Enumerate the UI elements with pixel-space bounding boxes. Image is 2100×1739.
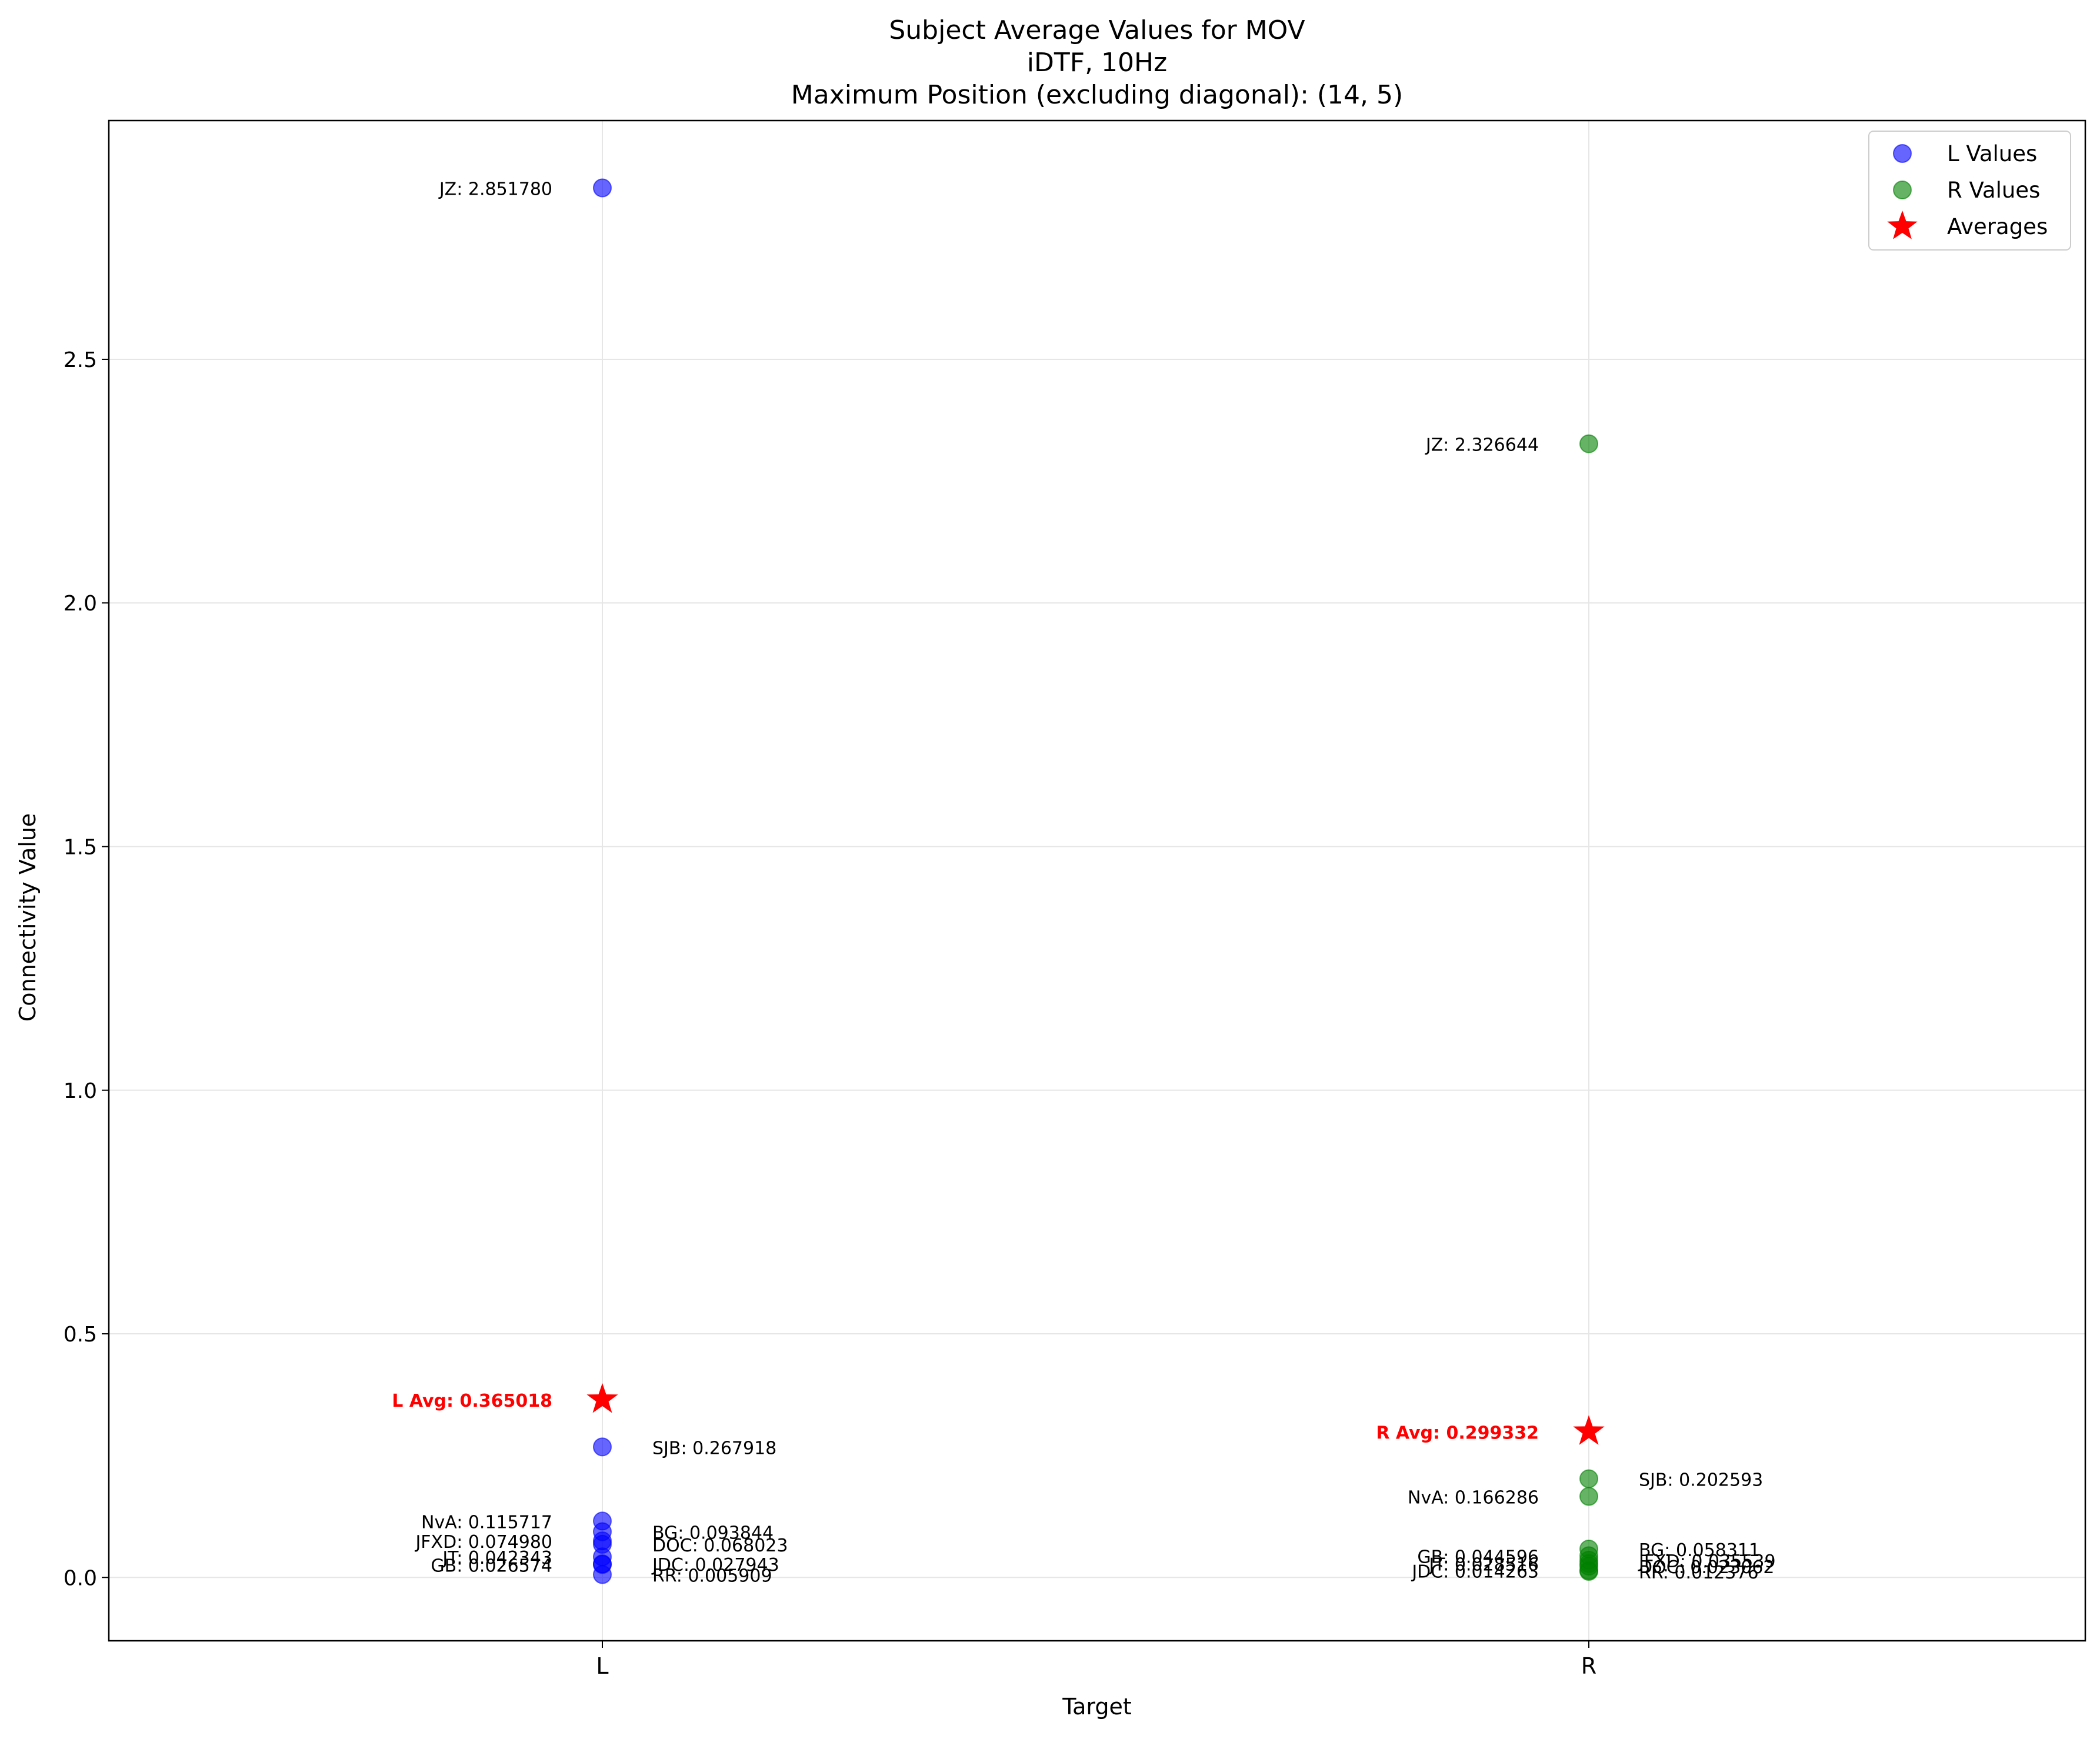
y-tick-label: 2.0 (64, 592, 97, 616)
chart-title: Subject Average Values for MOV iDTF, 10H… (791, 15, 1403, 110)
data-point (593, 178, 612, 198)
average-star (586, 1383, 618, 1413)
data-point (1579, 1487, 1598, 1506)
legend-label: Averages (1947, 214, 2048, 239)
average-star (1573, 1415, 1605, 1445)
legend-circle-marker (1893, 144, 1912, 163)
x-tick-label: R (1581, 1653, 1596, 1679)
point-label: JT: 0.042343 (441, 1548, 552, 1568)
y-tick-label: 1.0 (64, 1079, 97, 1103)
chart-title-line-2: iDTF, 10Hz (1027, 48, 1167, 78)
point-label: BG: 0.058311 (1639, 1540, 1760, 1561)
legend-label: R Values (1947, 178, 2040, 203)
point-label: JT: 0.028516 (1428, 1555, 1539, 1576)
point-label: JDC: 0.014263 (1411, 1561, 1539, 1582)
legend: L Values R Values Averages (1868, 131, 2071, 251)
point-label: BG: 0.093844 (652, 1523, 774, 1544)
data-point (1579, 1562, 1598, 1581)
legend-star-marker (1887, 211, 1918, 239)
legend-box (1868, 131, 2071, 251)
y-tick-label: 2.5 (64, 348, 97, 372)
point-label: SJB: 0.202593 (1639, 1470, 1763, 1490)
plot-frame (108, 119, 2086, 1642)
y-tick-label: 1.5 (64, 836, 97, 860)
y-tick-label: 0.5 (64, 1323, 97, 1347)
grid (109, 121, 2085, 1641)
point-label: NvA: 0.166286 (1408, 1488, 1539, 1508)
point-label: JDC: 0.027943 (651, 1555, 779, 1576)
point-label: NvA: 0.115717 (421, 1512, 552, 1533)
x-tick-label: L (596, 1653, 608, 1679)
data-point (593, 1565, 612, 1584)
point-label: JZ: 2.326644 (1425, 435, 1539, 456)
point-label: JZ: 2.851780 (438, 179, 552, 200)
point-label: JFXD: 0.035539 (1638, 1551, 1776, 1572)
point-label: DOC: 0.068023 (652, 1536, 788, 1556)
x-axis-label: Target (1062, 1694, 1132, 1720)
data-point (593, 1437, 612, 1457)
y-tick-label: 0.0 (64, 1566, 97, 1590)
axes: 0.0 0.5 1.0 1.5 2.0 2.5 L R (64, 119, 2086, 1679)
average-label: L Avg: 0.365018 (392, 1391, 552, 1411)
data-point (1579, 434, 1598, 453)
point-label: RR: 0.012376 (1639, 1563, 1759, 1583)
point-label: GB: 0.044596 (1417, 1547, 1539, 1567)
legend-circle-marker (1893, 181, 1912, 199)
y-axis-label: Connectivity Value (15, 813, 41, 1022)
point-label: DOC: 0.023062 (1639, 1557, 1774, 1578)
legend-label: L Values (1947, 141, 2037, 166)
chart-title-line-3: Maximum Position (excluding diagonal): (… (791, 80, 1403, 110)
data-marks (586, 178, 1605, 1584)
point-label: SJB: 0.267918 (652, 1438, 776, 1458)
average-label: R Avg: 0.299332 (1376, 1423, 1539, 1443)
point-label: GB: 0.026574 (431, 1556, 552, 1576)
point-label: RR: 0.005909 (652, 1566, 772, 1586)
point-labels: JZ: 2.851780 SJB: 0.267918 NvA: 0.115717 BG… (392, 179, 1775, 1587)
point-label: JFXD: 0.074980 (414, 1532, 552, 1553)
chart-title-line-1: Subject Average Values for MOV (889, 15, 1305, 45)
data-point (1579, 1469, 1598, 1488)
